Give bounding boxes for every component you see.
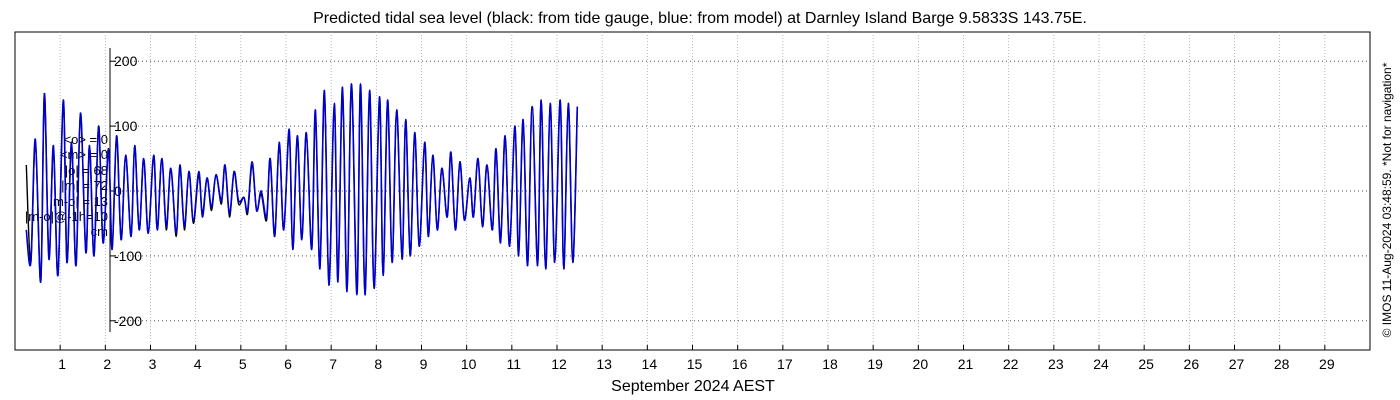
x-axis-label: September 2024 AEST — [611, 378, 775, 395]
x-tick-label: 24 — [1093, 356, 1109, 372]
x-tick-label: 23 — [1048, 356, 1064, 372]
x-tick-label: 29 — [1319, 356, 1335, 372]
x-tick-label: 9 — [420, 356, 428, 372]
stat-line: |m-o| = 13 — [49, 193, 108, 209]
y-tick-label: 0 — [114, 183, 122, 199]
x-tick-label: 21 — [958, 356, 974, 372]
y-tick-label: 200 — [114, 53, 138, 69]
x-tick-label: 12 — [551, 356, 567, 372]
series-group — [25, 83, 579, 296]
x-tick-label: 18 — [822, 356, 838, 372]
x-tick-label: 4 — [194, 356, 202, 372]
x-tick-label: 26 — [1184, 356, 1200, 372]
x-tick-label: 28 — [1274, 356, 1290, 372]
x-tick-label: 20 — [913, 356, 929, 372]
grid-lines — [59, 32, 1370, 350]
x-tick-label: 16 — [732, 356, 748, 372]
x-tick-label: 5 — [239, 356, 247, 372]
y-tick-label: -200 — [114, 313, 142, 329]
x-tick-label: 13 — [596, 356, 612, 372]
y-tick-label: -100 — [114, 248, 142, 264]
x-tick-label: 3 — [149, 356, 157, 372]
x-axis: 1 2 3 4 5 6 7 8 9 10 11 12 13 14 15 16 17 18 19 20 21 22 23 24 2… — [58, 345, 1335, 372]
x-tick-label: 15 — [687, 356, 703, 372]
x-tick-label: 2 — [103, 356, 111, 372]
x-tick-label: 8 — [374, 356, 382, 372]
x-tick-label: 25 — [1138, 356, 1154, 372]
model-line — [25, 83, 579, 296]
y-tick-label: 100 — [114, 118, 138, 134]
x-tick-label: 7 — [329, 356, 337, 372]
x-tick-label: 27 — [1229, 356, 1245, 372]
x-tick-label: 19 — [867, 356, 883, 372]
x-tick-label: 1 — [58, 356, 66, 372]
x-tick-label: 14 — [642, 356, 658, 372]
x-tick-label: 6 — [284, 356, 292, 372]
x-tick-label: 11 — [507, 356, 522, 372]
x-tick-label: 22 — [1003, 356, 1019, 372]
x-tick-label: 17 — [777, 356, 793, 372]
chart-title: Predicted tidal sea level (black: from t… — [313, 10, 1087, 27]
x-tick-label: 10 — [461, 356, 477, 372]
